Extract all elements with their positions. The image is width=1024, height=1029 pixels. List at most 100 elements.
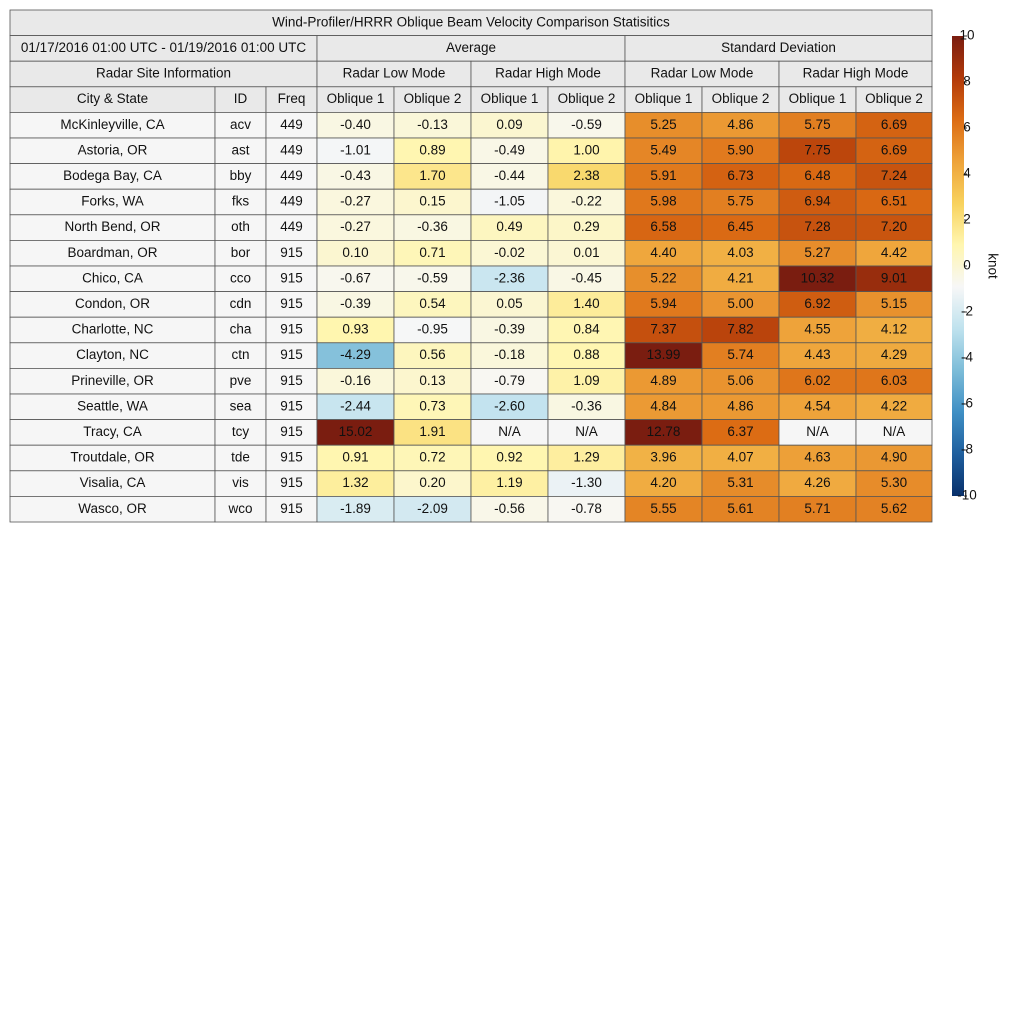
- value-cell: 9.01: [881, 270, 907, 285]
- value-cell: N/A: [575, 424, 598, 439]
- value-cell: -2.36: [494, 270, 525, 285]
- value-cell: 1.32: [342, 475, 368, 490]
- value-cell: 5.27: [804, 245, 830, 260]
- value-cell: 13.99: [647, 347, 681, 362]
- value-cell-bg: [855, 419, 933, 446]
- value-cell-bg: [778, 419, 857, 446]
- value-cell: 5.06: [727, 373, 753, 388]
- value-cell: 5.25: [650, 117, 676, 132]
- site-cell: tde: [231, 450, 250, 465]
- colorbar-tick-label: 10: [959, 28, 974, 43]
- value-cell: 4.26: [804, 475, 830, 490]
- value-cell: 12.78: [647, 424, 681, 439]
- site-cell: Troutdale, OR: [70, 450, 155, 465]
- site-cell: cdn: [230, 296, 252, 311]
- site-cell-bg: [9, 112, 216, 139]
- value-cell: -0.36: [571, 398, 602, 413]
- value-cell: 0.89: [419, 142, 445, 157]
- column-header-bg: [393, 86, 472, 113]
- site-cell: 915: [280, 245, 303, 260]
- value-cell-bg: [624, 495, 703, 523]
- value-cell: 5.91: [650, 168, 676, 183]
- value-cell-bg: [316, 419, 395, 446]
- value-cell: 7.37: [650, 322, 676, 337]
- value-cell-bg: [393, 470, 472, 497]
- colorbar-tick-label: -6: [961, 396, 973, 411]
- value-cell: 0.10: [342, 245, 368, 260]
- column-header: Oblique 1: [327, 91, 385, 106]
- value-cell: 4.42: [881, 245, 907, 260]
- value-cell: -0.18: [494, 347, 525, 362]
- site-cell: Charlotte, NC: [72, 322, 154, 337]
- site-cell-bg: [265, 214, 318, 241]
- site-cell-bg: [265, 239, 318, 267]
- value-cell-bg: [701, 137, 780, 165]
- value-cell: 0.13: [419, 373, 445, 388]
- value-cell-bg: [701, 419, 780, 446]
- value-cell: -0.44: [494, 168, 525, 183]
- colorbar-tick-label: 8: [963, 74, 971, 89]
- value-cell-bg: [624, 188, 703, 216]
- column-header-bg: [547, 86, 626, 113]
- column-header: Oblique 1: [789, 91, 847, 106]
- value-cell-bg: [701, 470, 780, 497]
- column-header-bg: [265, 86, 318, 113]
- value-cell: 0.54: [419, 296, 446, 311]
- value-cell-bg: [701, 342, 780, 369]
- value-cell: 4.86: [727, 117, 753, 132]
- value-cell: 5.98: [650, 194, 676, 209]
- site-cell-bg: [265, 265, 318, 293]
- site-cell: bor: [231, 245, 251, 260]
- value-cell: -0.49: [494, 142, 525, 157]
- site-cell-bg: [265, 163, 318, 190]
- title: Wind-Profiler/HRRR Oblique Beam Velocity…: [272, 14, 670, 29]
- value-cell: 4.12: [881, 322, 907, 337]
- site-cell: ast: [231, 142, 249, 157]
- site-cell: cco: [230, 270, 251, 285]
- value-cell: -0.59: [571, 117, 602, 132]
- value-cell: 6.51: [881, 194, 907, 209]
- value-cell-bg: [316, 495, 395, 523]
- value-cell: -0.45: [571, 270, 602, 285]
- site-cell: tcy: [232, 424, 250, 439]
- site-cell: Condon, OR: [75, 296, 150, 311]
- value-cell: -0.39: [340, 296, 371, 311]
- site-cell: acv: [230, 117, 251, 132]
- column-header: Oblique 2: [558, 91, 616, 106]
- site-cell: Chico, CA: [82, 270, 143, 285]
- mode-header: Radar High Mode: [495, 66, 601, 81]
- value-cell: 6.45: [727, 219, 753, 234]
- value-cell-bg: [855, 163, 933, 190]
- group-header-bg: [316, 35, 626, 62]
- value-cell-bg: [547, 239, 626, 267]
- value-cell: 10.32: [801, 270, 835, 285]
- site-cell-bg: [9, 342, 216, 369]
- value-cell: 5.75: [804, 117, 830, 132]
- value-cell: 4.40: [650, 245, 676, 260]
- value-cell-bg: [701, 367, 780, 395]
- site-cell-bg: [214, 291, 267, 318]
- value-cell-bg: [778, 444, 857, 472]
- site-cell-bg: [214, 112, 267, 139]
- value-cell-bg: [855, 495, 933, 523]
- site-cell-bg: [214, 265, 267, 293]
- value-cell: 5.74: [727, 347, 754, 362]
- value-cell: 4.90: [881, 450, 907, 465]
- column-header: City & State: [77, 91, 148, 106]
- site-cell-bg: [9, 393, 216, 421]
- value-cell-bg: [470, 188, 549, 216]
- value-cell: 3.96: [650, 450, 676, 465]
- site-cell-bg: [214, 367, 267, 395]
- value-cell: -4.29: [340, 347, 371, 362]
- value-cell: 4.03: [727, 245, 753, 260]
- mode-header-bg: [316, 60, 472, 88]
- value-cell: 0.15: [419, 194, 445, 209]
- value-cell: 5.90: [727, 142, 753, 157]
- value-cell-bg: [316, 214, 395, 241]
- site-cell-bg: [214, 393, 267, 421]
- site-cell: 449: [280, 117, 303, 132]
- colorbar: [952, 36, 964, 496]
- site-cell: Forks, WA: [81, 194, 144, 209]
- value-cell: N/A: [806, 424, 829, 439]
